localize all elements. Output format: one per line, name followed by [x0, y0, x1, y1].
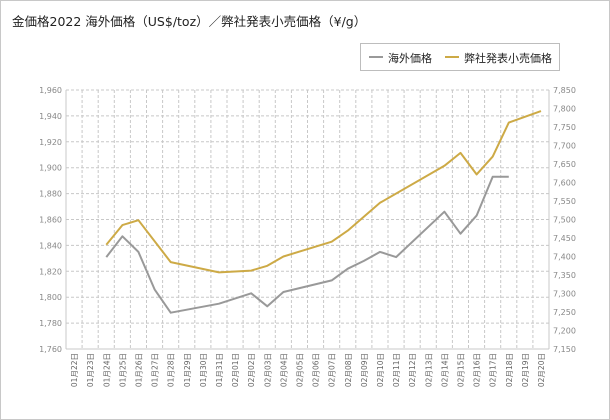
y-left-tick-label: 1,780 — [39, 319, 62, 328]
y-right-tick-label: 7,650 — [553, 160, 576, 169]
x-tick-label: 02月18日 — [505, 353, 514, 387]
y-right-tick-label: 7,350 — [553, 271, 576, 280]
y-right-tick-label: 7,850 — [553, 86, 576, 95]
x-tick-label: 01月23日 — [86, 353, 95, 387]
x-tick-label: 02月16日 — [473, 353, 482, 387]
series-line-overseas — [105, 175, 509, 314]
legend: 海外価格 弊社発表小売価格 — [360, 43, 560, 71]
y-right-tick-label: 7,400 — [553, 253, 576, 262]
y-right-tick-label: 7,200 — [553, 327, 576, 336]
x-tick-label: 02月03日 — [263, 353, 272, 387]
series-line-retail — [105, 110, 542, 274]
x-tick-label: 01月26日 — [134, 353, 143, 387]
y-right-tick-label: 7,500 — [553, 216, 576, 225]
y-right-tick-label: 7,750 — [553, 123, 576, 132]
x-tick-label: 01月22日 — [70, 353, 79, 387]
x-tick-label: 02月09日 — [360, 353, 369, 387]
y-left-tick-label: 1,760 — [39, 345, 62, 354]
x-tick-label: 01月30日 — [199, 353, 208, 387]
x-tick-label: 01月31日 — [215, 353, 224, 387]
x-tick-label: 02月13日 — [424, 353, 433, 387]
y-left-tick-label: 1,880 — [39, 190, 62, 199]
x-tick-label: 02月20日 — [537, 353, 546, 387]
y-right-tick-label: 7,450 — [553, 234, 576, 243]
y-left-tick-label: 1,940 — [39, 112, 62, 121]
x-tick-label: 02月04日 — [279, 353, 288, 387]
chart-title: 金価格2022 海外価格（US$/toz）／弊社発表小売価格（¥/g） — [12, 14, 367, 29]
y-right-tick-label: 7,150 — [553, 345, 576, 354]
legend-label-overseas: 海外価格 — [388, 52, 432, 65]
y-left-tick-label: 1,800 — [39, 293, 62, 302]
x-tick-label: 02月17日 — [489, 353, 498, 387]
y-right-tick-label: 7,800 — [553, 105, 576, 114]
y-left-tick-label: 1,900 — [39, 164, 62, 173]
x-tick-label: 02月10日 — [376, 353, 385, 387]
y-right-tick-label: 7,600 — [553, 179, 576, 188]
y-right-tick-label: 7,700 — [553, 142, 576, 151]
legend-label-retail: 弊社発表小売価格 — [464, 52, 552, 65]
y-left-tick-label: 1,820 — [39, 267, 62, 276]
x-tick-label: 02月12日 — [408, 353, 417, 387]
legend-swatch-overseas — [369, 56, 383, 58]
y-right-tick-label: 7,250 — [553, 308, 576, 317]
y-right-tick-label: 7,300 — [553, 290, 576, 299]
x-tick-label: 02月19日 — [521, 353, 530, 387]
x-tick-label: 02月15日 — [456, 353, 465, 387]
x-tick-label: 02月08日 — [344, 353, 353, 387]
x-tick-label: 01月28日 — [167, 353, 176, 387]
x-tick-label: 01月27日 — [151, 353, 160, 387]
x-tick-label: 02月07日 — [328, 353, 337, 387]
x-tick-label: 02月11日 — [392, 353, 401, 387]
x-tick-label: 02月02日 — [247, 353, 256, 387]
x-tick-label: 02月05日 — [295, 353, 304, 387]
legend-swatch-retail — [445, 56, 459, 58]
x-tick-label: 01月25日 — [118, 353, 127, 387]
y-left-tick-label: 1,860 — [39, 216, 62, 225]
y-right-tick-label: 7,550 — [553, 197, 576, 206]
x-tick-label: 01月29日 — [183, 353, 192, 387]
x-tick-label: 02月01日 — [231, 353, 240, 387]
x-tick-label: 02月06日 — [312, 353, 321, 387]
x-tick-label: 01月24日 — [102, 353, 111, 387]
y-left-tick-label: 1,840 — [39, 241, 62, 250]
y-left-tick-label: 1,920 — [39, 138, 62, 147]
y-left-tick-label: 1,960 — [39, 86, 62, 95]
x-tick-label: 02月14日 — [440, 353, 449, 387]
